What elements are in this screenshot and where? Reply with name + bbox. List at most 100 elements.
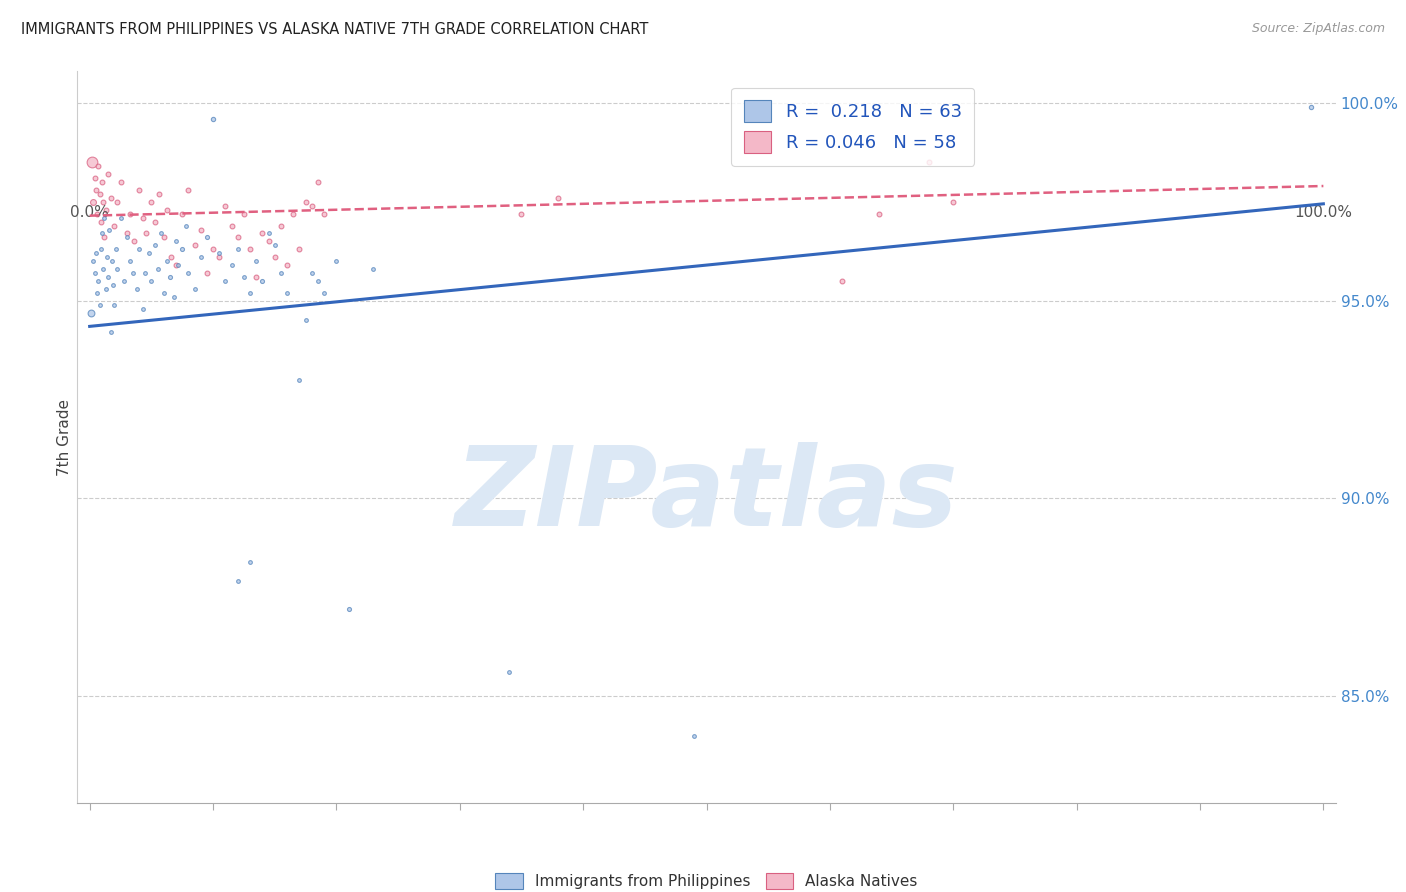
Point: [547, 191, 569, 205]
Point: [87, 274, 110, 288]
Point: [105, 262, 128, 277]
Y-axis label: 7th Grade: 7th Grade: [56, 399, 72, 475]
Point: [202, 242, 225, 256]
Point: [94, 282, 117, 296]
Point: [288, 242, 311, 256]
Point: [337, 602, 360, 616]
Point: [82, 155, 104, 169]
Point: [208, 250, 231, 264]
Point: [148, 186, 170, 201]
Point: [831, 274, 853, 288]
Point: [101, 277, 124, 292]
Point: [221, 258, 243, 272]
Point: [156, 202, 179, 217]
Point: [132, 211, 155, 225]
Text: 0.0%: 0.0%: [70, 205, 110, 220]
Point: [252, 227, 274, 241]
Point: [177, 183, 200, 197]
Point: [221, 219, 243, 233]
Point: [141, 194, 163, 209]
Point: [917, 155, 939, 169]
Point: [276, 285, 298, 300]
Point: [80, 305, 103, 319]
Point: [105, 194, 128, 209]
Point: [307, 274, 329, 288]
Point: [122, 235, 145, 249]
Point: [152, 230, 174, 244]
Point: [128, 183, 150, 197]
Point: [307, 175, 329, 189]
Point: [257, 227, 280, 241]
Point: [115, 230, 138, 244]
Point: [162, 290, 184, 304]
Point: [325, 254, 347, 268]
Point: [97, 167, 120, 181]
Point: [89, 186, 111, 201]
Point: [90, 214, 112, 228]
Point: [91, 227, 114, 241]
Point: [100, 191, 122, 205]
Point: [120, 254, 142, 268]
Point: [312, 207, 335, 221]
Point: [83, 171, 105, 186]
Point: [159, 269, 181, 284]
Point: [97, 269, 120, 284]
Point: [135, 227, 157, 241]
Point: [202, 112, 225, 126]
Point: [110, 211, 132, 225]
Point: [208, 246, 231, 260]
Point: [90, 242, 112, 256]
Text: IMMIGRANTS FROM PHILIPPINES VS ALASKA NATIVE 7TH GRADE CORRELATION CHART: IMMIGRANTS FROM PHILIPPINES VS ALASKA NA…: [21, 22, 648, 37]
Point: [132, 301, 155, 316]
Point: [143, 214, 166, 228]
Point: [172, 242, 194, 256]
Point: [195, 230, 218, 244]
Point: [245, 254, 267, 268]
Point: [84, 246, 107, 260]
Legend: Immigrants from Philippines, Alaska Natives: Immigrants from Philippines, Alaska Nati…: [488, 865, 925, 892]
Point: [103, 219, 125, 233]
Point: [195, 266, 218, 280]
Point: [138, 246, 160, 260]
Point: [226, 230, 249, 244]
Point: [87, 159, 110, 173]
Point: [83, 266, 105, 280]
Point: [165, 235, 187, 249]
Point: [301, 266, 323, 280]
Point: [125, 282, 148, 296]
Point: [152, 285, 174, 300]
Point: [120, 207, 142, 221]
Point: [134, 266, 156, 280]
Point: [312, 285, 335, 300]
Point: [276, 258, 298, 272]
Point: [190, 222, 212, 236]
Point: [257, 235, 280, 249]
Point: [103, 298, 125, 312]
Point: [156, 254, 179, 268]
Point: [270, 266, 292, 280]
Point: [294, 194, 316, 209]
Point: [510, 207, 533, 221]
Point: [141, 274, 163, 288]
Point: [363, 262, 385, 277]
Point: [110, 175, 132, 189]
Point: [183, 238, 205, 252]
Point: [1299, 100, 1322, 114]
Point: [868, 207, 890, 221]
Point: [294, 313, 316, 327]
Text: 100.0%: 100.0%: [1295, 205, 1353, 220]
Point: [226, 242, 249, 256]
Point: [283, 207, 305, 221]
Point: [121, 266, 143, 280]
Point: [301, 199, 323, 213]
Point: [86, 207, 108, 221]
Point: [104, 242, 127, 256]
Point: [177, 266, 200, 280]
Point: [84, 183, 107, 197]
Point: [146, 262, 169, 277]
Point: [93, 211, 115, 225]
Point: [167, 258, 190, 272]
Point: [89, 298, 111, 312]
Point: [239, 555, 262, 569]
Point: [82, 254, 104, 268]
